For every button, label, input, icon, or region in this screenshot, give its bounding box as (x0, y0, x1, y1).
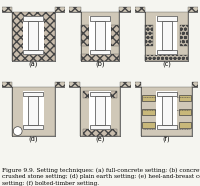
Bar (135, 82, 141, 87)
Bar (28, 21, 38, 50)
Bar (179, 122, 191, 128)
Bar (142, 109, 155, 115)
Bar (157, 125, 177, 129)
Bar (157, 92, 177, 96)
Bar (12, 87, 55, 136)
Bar (145, 55, 188, 61)
Text: (b): (b) (95, 60, 105, 67)
Bar (95, 21, 105, 50)
Bar (55, 82, 65, 87)
Bar (90, 17, 110, 21)
Bar (12, 12, 55, 61)
Bar (188, 7, 198, 12)
Bar (23, 125, 43, 129)
Bar (23, 17, 43, 21)
Bar (83, 129, 117, 136)
Bar (81, 54, 119, 61)
Bar (2, 82, 12, 87)
Bar (23, 91, 44, 130)
Bar (23, 50, 43, 54)
Bar (90, 125, 110, 129)
Bar (156, 91, 177, 130)
Bar (81, 25, 89, 46)
Bar (95, 96, 105, 125)
Bar (90, 50, 110, 54)
Bar (145, 12, 188, 61)
Bar (157, 50, 177, 54)
Bar (89, 16, 111, 55)
Bar (179, 109, 191, 115)
Text: (c): (c) (162, 60, 171, 67)
Bar (145, 25, 153, 46)
Bar (192, 82, 198, 87)
Bar (28, 96, 38, 125)
Bar (119, 7, 131, 12)
Bar (81, 12, 119, 61)
Bar (135, 7, 145, 12)
Bar (69, 7, 81, 12)
Bar (80, 87, 120, 136)
Bar (69, 82, 80, 87)
Bar (89, 91, 111, 130)
Bar (23, 16, 44, 55)
Bar (120, 82, 131, 87)
Bar (142, 95, 155, 101)
Circle shape (13, 127, 22, 135)
Bar (111, 25, 119, 46)
Bar (162, 96, 172, 125)
Bar (156, 16, 177, 55)
Bar (55, 7, 65, 12)
Bar (157, 17, 177, 21)
Bar (83, 91, 117, 98)
Bar (179, 95, 191, 101)
Bar (90, 92, 110, 96)
Bar (2, 7, 12, 12)
Bar (162, 21, 172, 50)
Text: (f): (f) (163, 135, 170, 142)
Text: Figure 9.9. Setting techniques: (a) full-concrete setting; (b) concrete setting;: Figure 9.9. Setting techniques: (a) full… (2, 168, 200, 186)
Bar (23, 92, 43, 96)
Bar (141, 87, 192, 136)
Text: (d): (d) (29, 135, 38, 142)
Text: (a): (a) (29, 60, 38, 67)
Bar (142, 122, 155, 128)
Text: (e): (e) (95, 135, 105, 142)
Bar (180, 25, 188, 46)
